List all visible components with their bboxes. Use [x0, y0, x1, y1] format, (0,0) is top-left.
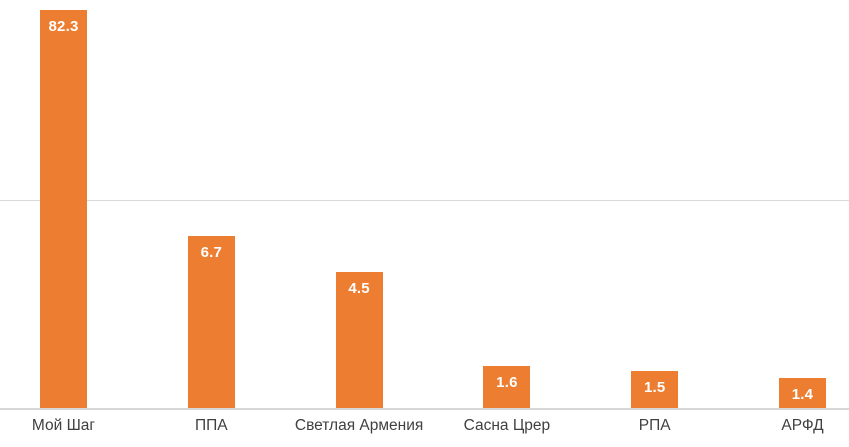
bar-0: 82.3 [40, 10, 87, 408]
bar-value-label: 4.5 [348, 280, 370, 297]
category-label: РПА [638, 417, 671, 434]
category-label: Светлая Армения [294, 417, 424, 434]
bar-4: 1.5 [631, 371, 679, 408]
category-label: АРФД [781, 417, 824, 434]
bar-value-label: 82.3 [48, 18, 79, 35]
bar-5: 1.4 [779, 378, 826, 408]
bar-value-label: 1.5 [643, 379, 666, 396]
bar-2: 4.5 [335, 272, 383, 408]
bar-3: 1.6 [483, 366, 531, 408]
bar-value-label: 1.4 [791, 386, 814, 403]
bar-value-label: 6.7 [200, 244, 223, 261]
bar-1: 6.7 [187, 236, 235, 408]
category-label: Сасна Црер [463, 417, 551, 434]
x-axis-line [0, 408, 849, 410]
horizontal-gridline [0, 200, 849, 201]
bar-value-label: 1.6 [496, 374, 518, 391]
category-label: Мой Шаг [31, 417, 96, 434]
category-label: ППА [194, 417, 228, 434]
